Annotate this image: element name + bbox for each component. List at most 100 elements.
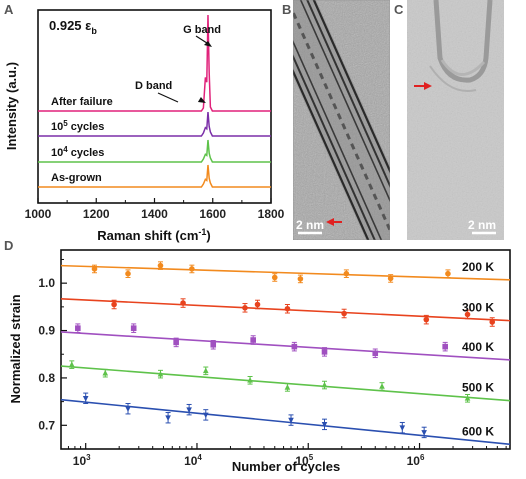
panel-b-tem-image: 2 nm	[293, 0, 390, 240]
data-point	[288, 417, 294, 424]
panel-a-x-tick-label: 1800	[258, 207, 285, 221]
panel-a-x-tick-label: 1400	[141, 207, 168, 221]
panel-d-y-tick-label: 0.9	[38, 324, 55, 338]
d-band-label: D band	[135, 80, 172, 92]
panel-c-scale-label: 2 nm	[468, 218, 496, 232]
panel-a-trace	[38, 111, 271, 137]
panel-a-trace	[38, 164, 271, 188]
data-point	[291, 343, 298, 350]
data-point	[297, 276, 304, 282]
panel-a-plot-frame	[37, 9, 272, 204]
panel-d-series-labels: 200 K 300 K 400 K 500 K 600 K	[462, 260, 494, 438]
fit-line	[60, 331, 511, 361]
panel-a-trace-label: 105 cycles	[51, 119, 104, 133]
fit-line	[60, 264, 511, 281]
data-point	[111, 301, 117, 308]
data-point	[464, 311, 471, 318]
panel-c-red-arrowhead	[424, 82, 432, 90]
panel-a-trace-labels: After failure 105 cycles 104 cycles As-grow…	[51, 96, 113, 184]
series-label: 300 K	[462, 301, 494, 315]
panel-d-y-tick-label: 1.0	[38, 276, 55, 290]
panel-d-x-ticks: 103 104 105 106	[60, 443, 507, 468]
panel-a-trace-label: After failure	[51, 96, 113, 108]
series-label: 200 K	[462, 260, 494, 274]
broken-nanotube-end	[433, 0, 493, 83]
data-point	[125, 270, 131, 277]
g-band-arrowhead	[204, 41, 212, 47]
data-point	[210, 341, 217, 348]
data-point	[130, 325, 137, 331]
g-band-label: G band	[183, 24, 221, 36]
data-point	[284, 384, 291, 390]
data-point	[372, 350, 379, 357]
panel-letter-a: A	[4, 2, 14, 17]
panel-c-tem-image: 2 nm	[407, 0, 504, 240]
panel-d-y-axis-title: Normalized strain	[8, 294, 23, 403]
data-point	[321, 349, 328, 355]
d-band-arrowhead	[197, 97, 206, 103]
panel-a-trace	[38, 14, 271, 112]
data-point	[202, 412, 209, 419]
panel-a-x-tick-label: 1600	[199, 207, 226, 221]
panel-a-x-tick-label: 1200	[83, 207, 110, 221]
panel-d-x-axis-title: Number of cycles	[232, 459, 340, 474]
data-point	[343, 270, 350, 277]
panel-d-plot-frame	[60, 249, 511, 450]
panel-d-x-tick-label: 106	[407, 453, 425, 468]
series-label: 600 K	[462, 424, 494, 438]
panel-a-annotation: 0.925 εb	[49, 18, 97, 36]
data-point	[421, 430, 427, 436]
panel-d-x-tick-label: 103	[73, 453, 91, 468]
data-point	[157, 370, 164, 377]
data-point	[165, 415, 171, 422]
series-label: 500 K	[462, 381, 494, 395]
panel-letter-b: B	[282, 2, 291, 17]
panel-letter-c: C	[394, 2, 404, 17]
data-point	[180, 300, 186, 306]
panel-a-trace-label: 104 cycles	[51, 145, 104, 159]
data-point	[186, 407, 192, 413]
d-band-arrow	[157, 92, 179, 103]
panel-b-scale-label: 2 nm	[296, 218, 324, 232]
data-point	[442, 343, 448, 350]
data-point	[399, 425, 406, 431]
data-point	[423, 316, 430, 323]
series-200k	[60, 261, 511, 284]
data-point	[91, 266, 98, 272]
data-point	[271, 274, 278, 281]
panel-a-traces	[38, 14, 271, 188]
panel-d-y-ticks: 0.7 0.8 0.9 1.0	[38, 258, 67, 432]
data-point	[489, 319, 496, 325]
fit-line	[60, 398, 511, 446]
panel-letter-d: D	[4, 238, 13, 253]
panel-d-series	[60, 261, 511, 446]
series-600k	[60, 392, 511, 446]
panel-d-x-tick-label: 104	[184, 453, 202, 468]
data-point	[102, 369, 109, 376]
fracture-edge	[429, 65, 477, 92]
panel-d-x-tick-label: 105	[295, 453, 313, 468]
series-500k	[60, 360, 511, 403]
data-point	[68, 361, 75, 367]
data-point	[321, 422, 328, 428]
data-point	[321, 381, 328, 388]
panel-a-trace	[38, 139, 271, 163]
nanotube-walls	[293, 0, 390, 240]
panel-d-y-tick-label: 0.7	[38, 418, 55, 432]
data-point	[82, 396, 89, 402]
panel-a-x-axis-title: Raman shift (cm-1)	[97, 227, 211, 243]
data-point	[464, 395, 471, 401]
series-400k	[60, 323, 511, 361]
series-300k	[60, 298, 511, 327]
panel-a-x-tick-label: 1000	[25, 207, 52, 221]
panel-a-y-axis-title: Intensity (a.u.)	[4, 62, 19, 150]
broken-tube-cap	[440, 59, 486, 76]
data-point	[254, 301, 261, 308]
data-point	[242, 305, 248, 311]
panel-a-trace-label: As-grown	[51, 172, 102, 184]
data-point	[341, 310, 347, 317]
data-point	[445, 270, 451, 277]
data-point	[125, 406, 131, 413]
panel-b-red-arrowhead	[326, 218, 334, 226]
